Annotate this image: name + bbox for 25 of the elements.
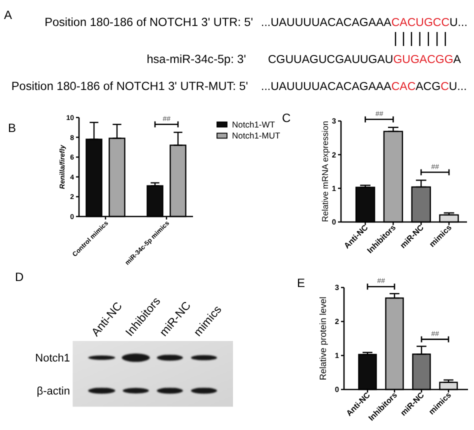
category-label: β-actin (36, 386, 70, 398)
legend-label: Notch1-MUT (232, 130, 280, 141)
text: E (297, 276, 306, 290)
text: GUGACGG (393, 54, 454, 66)
category-label: Notch1 (35, 352, 70, 365)
text: A (453, 54, 461, 66)
text: B (8, 121, 16, 135)
text: C (282, 111, 291, 125)
text: U... (448, 81, 467, 93)
text: ACG (416, 81, 441, 93)
text: D (15, 270, 24, 284)
legend-label: Notch1-WT (232, 119, 275, 130)
y-axis-title: Relative mRNA expression (320, 120, 330, 222)
y-axis-title: Relative protein level (318, 296, 328, 380)
text: ...UAUUUUACACAGAAA (261, 81, 392, 93)
category-label: Position 180-186 of NOTCH1 3' UTR-MUT: 5' (11, 79, 248, 93)
category-label: hsa-miR-34c-5p: 3' (146, 52, 246, 66)
text: C (440, 81, 449, 93)
text: ...UAUUUUACACAGAAA (261, 17, 392, 29)
text: CGUUAGUCGAUUGAU (268, 54, 394, 66)
category-label: Position 180-186 of NOTCH1 3' UTR: 5' (44, 15, 253, 29)
text: CAC (391, 81, 416, 93)
text: A (4, 8, 12, 22)
text: U... (450, 17, 468, 29)
text: CACUGCC (391, 17, 450, 29)
